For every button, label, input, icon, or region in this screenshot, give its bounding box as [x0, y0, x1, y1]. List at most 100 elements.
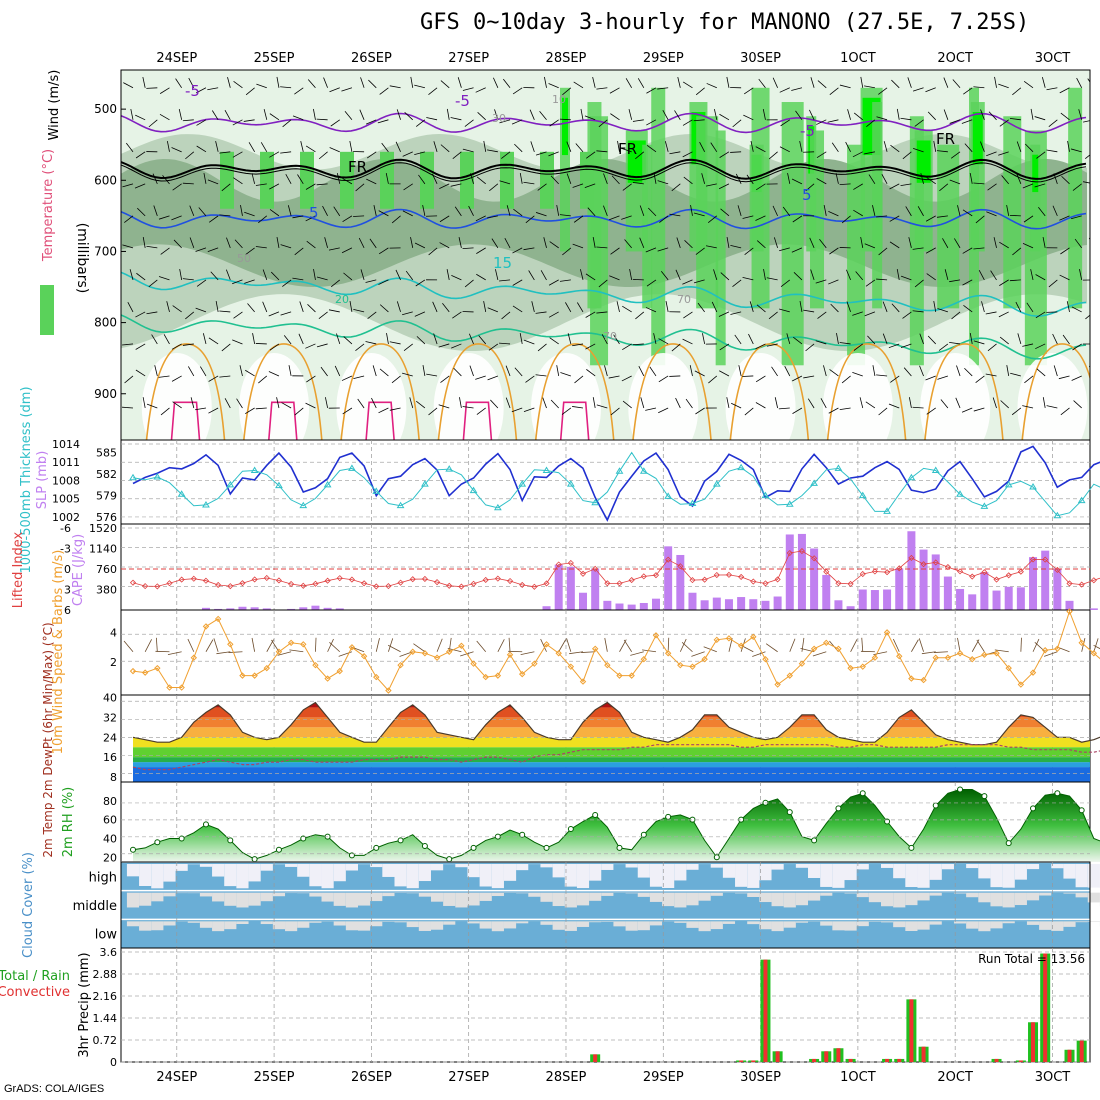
axis-label-convective: Convective: [0, 985, 70, 1000]
wind-barb: [342, 407, 353, 415]
wind-barb: [836, 333, 839, 345]
cloud-cell: [735, 892, 748, 894]
precip-tick-label: 3.6: [100, 946, 118, 959]
wind-barb: [499, 119, 511, 124]
wind-barb: [438, 404, 450, 409]
wind-barb: [980, 109, 985, 120]
wind-speed-marker: [336, 667, 343, 675]
wind-barb: [586, 151, 596, 159]
wind-barb: [786, 333, 791, 345]
wind-barb: [1042, 397, 1046, 409]
surface-wind-barb: [144, 639, 152, 652]
wind-barb: [255, 343, 267, 345]
wind-barb: [378, 279, 389, 285]
wind-barb: [807, 398, 815, 409]
wind-barb: [256, 83, 267, 89]
wind-barb: [440, 144, 450, 153]
wind-barb: [550, 399, 559, 409]
wind-barb: [135, 114, 146, 121]
wind-barb: [878, 87, 888, 95]
wind-barb: [742, 375, 754, 377]
surface-wind-barb: [1093, 638, 1099, 652]
wind-barb: [416, 400, 426, 409]
rh-tick-label: 80: [103, 795, 117, 808]
wind-barb: [805, 343, 815, 352]
wind-barb: [853, 183, 863, 190]
thickness-tick-label: 576: [96, 511, 117, 524]
wind-barb: [702, 333, 706, 345]
wind-barb: [900, 117, 912, 121]
li-marker: [859, 570, 866, 578]
wind-barb: [366, 178, 377, 185]
wind-barb: [675, 397, 681, 409]
temp-contour-line: [121, 112, 1087, 134]
cloud-cell: [309, 921, 322, 923]
date-label-bottom: 30SEP: [740, 1070, 781, 1085]
thickness-marker: [1077, 496, 1086, 504]
wind-speed-marker: [1054, 645, 1061, 652]
wind-barb: [682, 119, 693, 126]
temp-tick-label: 32: [103, 711, 117, 724]
cloud-cell: [163, 921, 176, 926]
wind-barb: [160, 247, 170, 255]
wind-barb: [746, 174, 754, 185]
surface-wind-barb: [667, 637, 670, 652]
wind-barb: [454, 206, 462, 217]
wind-barb: [422, 365, 426, 377]
wind-barb: [603, 205, 608, 217]
li-marker: [701, 576, 708, 583]
wind-barb: [320, 366, 328, 377]
surface-wind-barb: [681, 642, 693, 653]
cloud-cell: [151, 921, 164, 931]
wind-barb: [949, 341, 961, 345]
wind-speed-marker: [567, 663, 575, 670]
rh2m-marker: [592, 811, 599, 818]
wind-barb: [645, 247, 657, 253]
wind-barb: [300, 141, 304, 152]
wind-barb: [221, 183, 231, 192]
wind-barb: [828, 210, 839, 217]
wind-barb: [549, 337, 559, 345]
wind-barb: [985, 311, 997, 315]
wind-barb: [505, 365, 511, 377]
wind-barb: [210, 271, 219, 281]
cloud-cell: [345, 921, 359, 931]
li-marker: [324, 577, 331, 584]
cape-bar: [554, 564, 563, 610]
wind-barb: [440, 375, 450, 383]
wind-barb: [999, 241, 1009, 249]
wind-barb: [426, 373, 438, 377]
wind-barb: [512, 87, 523, 95]
li-marker: [1005, 572, 1012, 579]
wind-barb: [122, 183, 134, 188]
li-marker: [506, 577, 514, 585]
wind-barb: [792, 215, 803, 223]
cape-bar: [688, 592, 697, 610]
wind-barb: [391, 375, 401, 384]
wind-barb: [933, 301, 937, 312]
li-marker: [677, 563, 684, 570]
wind-barb: [475, 87, 486, 93]
wind-barb: [903, 367, 912, 377]
wind-barb: [343, 272, 353, 281]
cloud-cell: [224, 864, 237, 887]
cloud-cell: [929, 892, 942, 896]
wind-barb: [846, 269, 851, 281]
wind-barb: [565, 302, 572, 313]
li-marker: [908, 554, 915, 561]
temp-tick-label: 40: [103, 691, 117, 704]
date-label-bottom: 3OCT: [1035, 1070, 1071, 1085]
wind-speed-marker: [506, 651, 514, 658]
cloud-cell: [771, 921, 784, 932]
wind-barb: [1038, 206, 1046, 217]
cloud-cell: [844, 921, 857, 931]
wind-barb: [269, 183, 280, 190]
cape-bar: [615, 603, 624, 610]
wind-barb: [542, 397, 547, 409]
wind-barb: [985, 373, 997, 377]
wind-barb: [592, 236, 596, 248]
wind-barb: [1096, 307, 1100, 312]
cloud-cell: [917, 892, 930, 901]
wind-barb: [855, 271, 864, 281]
wind-speed-marker: [871, 654, 879, 661]
